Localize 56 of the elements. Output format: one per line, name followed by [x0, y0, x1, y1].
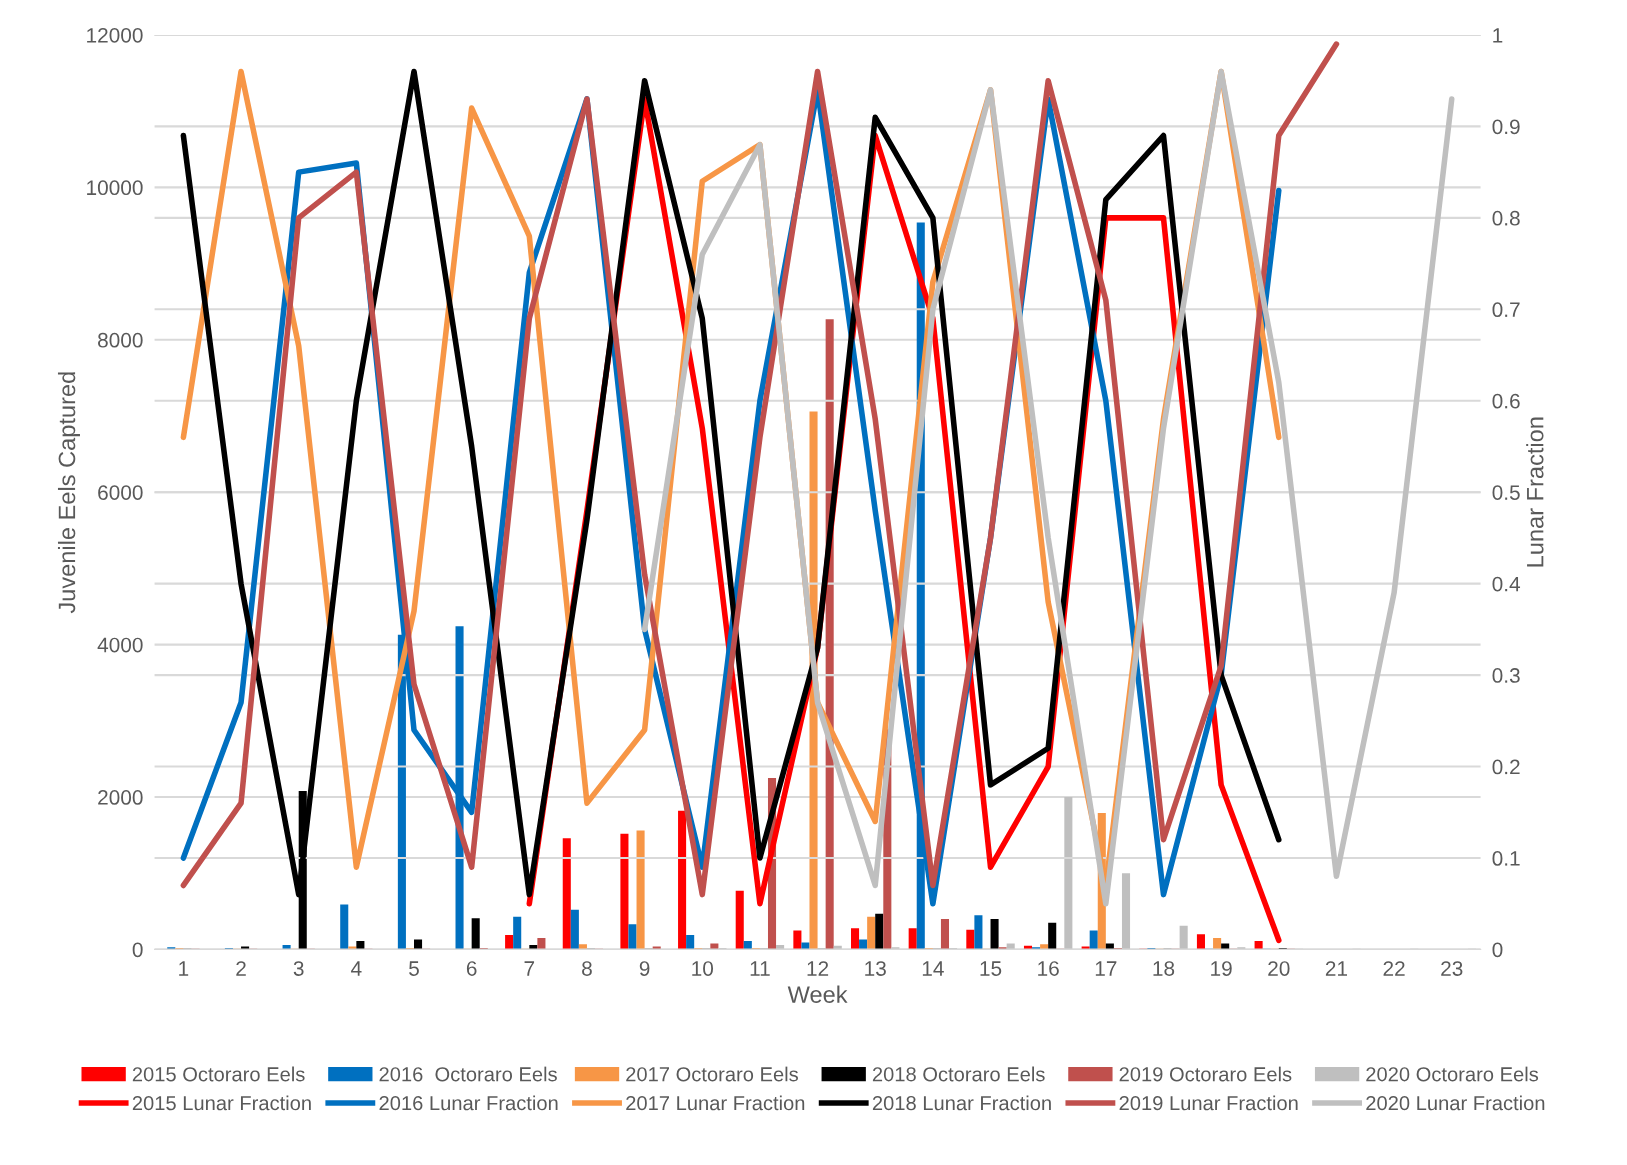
y-tick-label: 12000 [87, 27, 143, 43]
x-tick-label: 4 [351, 961, 362, 976]
y2-tick-label: 0.4 [1492, 576, 1521, 592]
x-tick-label: 22 [1383, 961, 1405, 976]
y2-tick-label: 0.5 [1492, 485, 1520, 500]
x-tick-label: 9 [639, 961, 650, 976]
y-axis-title: Juvenile Eels Captured [57, 372, 80, 614]
x-tick-label: 18 [1153, 961, 1175, 976]
y-tick-label: 8000 [98, 332, 143, 348]
y-tick-label: 6000 [98, 485, 143, 500]
x-tick-label: 23 [1441, 961, 1463, 976]
y2-tick-label: 0.1 [1492, 851, 1520, 866]
x-tick-label: 16 [1038, 961, 1059, 976]
x-tick-label: 8 [582, 961, 592, 976]
legend-label: 2017 Octoraro Eels [626, 1066, 798, 1082]
legend-label: 2016 Lunar Fraction [379, 1095, 558, 1111]
y-tick-label: 2000 [98, 790, 143, 805]
y2-tick-label: 0.8 [1492, 210, 1520, 226]
y-tick-label: 0 [132, 942, 143, 958]
x-tick-label: 6 [466, 961, 477, 976]
legend-label: 2018 Lunar Fraction [872, 1095, 1051, 1111]
x-tick-label: 17 [1095, 961, 1117, 976]
x-tick-label: 7 [524, 961, 535, 976]
legend-label: 2016 Octoraro Eels [379, 1066, 557, 1082]
x-tick-label: 13 [865, 961, 886, 976]
y2-tick-label: 1 [1493, 28, 1503, 43]
legend-label: 2020 Lunar Fraction [1366, 1095, 1545, 1111]
y2-tick-label: 0.6 [1492, 393, 1520, 409]
x-tick-label: 11 [750, 961, 770, 976]
x-tick-label: 3 [293, 961, 304, 976]
x-tick-label: 21 [1325, 961, 1348, 976]
x-tick-label: 12 [807, 961, 829, 976]
legend-label: 2020 Octoraro Eels [1366, 1066, 1539, 1082]
x-axis-title: Week [787, 985, 848, 1003]
y-tick-label: 4000 [97, 637, 143, 653]
y2-tick-label: 0.9 [1492, 119, 1520, 135]
x-tick-label: 14 [922, 961, 944, 976]
legend-label: 2019 Lunar Fraction [1119, 1095, 1298, 1111]
legend-label: 2019 Octoraro Eels [1119, 1066, 1292, 1082]
y2-tick-label: 0 [1492, 942, 1503, 958]
x-tick-label: 20 [1268, 961, 1290, 976]
x-tick-label: 19 [1211, 961, 1232, 976]
y2-axis-title: Lunar Fraction [1526, 417, 1544, 567]
legend-label: 2018 Octoraro Eels [872, 1066, 1045, 1082]
x-tick-label: 5 [409, 961, 419, 976]
x-tick-label: 2 [236, 961, 246, 976]
y2-tick-label: 0.7 [1492, 302, 1520, 318]
legend-label: 2015 Lunar Fraction [132, 1095, 311, 1111]
x-tick-label: 1 [179, 961, 189, 976]
legend-label: 2015 Octoraro Eels [132, 1066, 305, 1082]
y2-tick-label: 0.2 [1492, 759, 1520, 775]
y2-tick-label: 0.3 [1492, 668, 1520, 683]
x-tick-label: 15 [980, 961, 1002, 976]
legend-label: 2017 Lunar Fraction [626, 1095, 805, 1111]
y-tick-label: 10000 [87, 180, 143, 196]
x-tick-label: 10 [692, 961, 714, 976]
